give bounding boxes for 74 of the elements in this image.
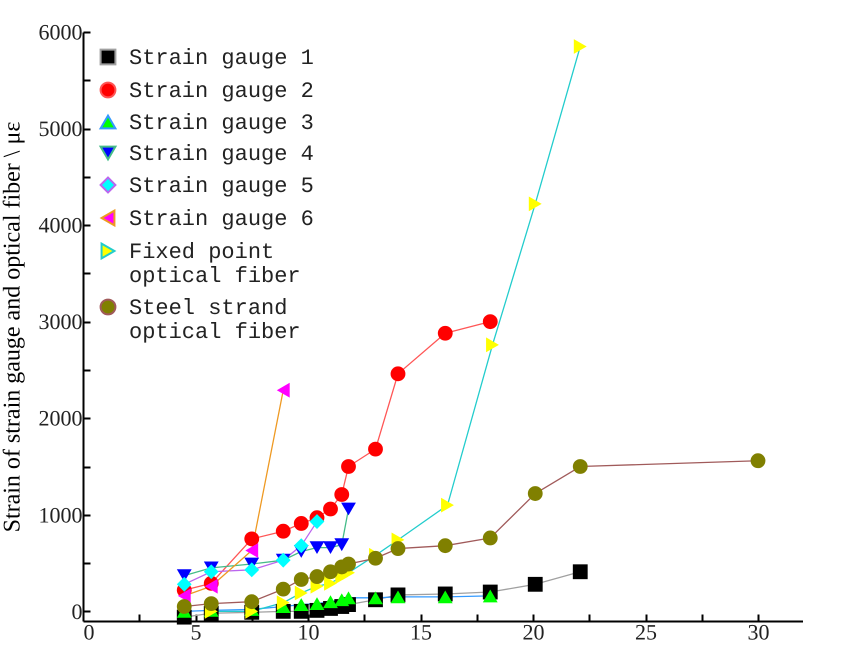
y-tick-label: 2000 — [38, 406, 82, 431]
legend-label: Strain gauge 3 — [129, 111, 314, 136]
point — [310, 569, 324, 584]
point — [204, 578, 218, 594]
point — [323, 541, 338, 554]
x-tick-label: 20 — [522, 620, 544, 644]
legend-label: Strain gauge 1 — [129, 46, 314, 71]
point — [294, 516, 309, 531]
point — [294, 586, 308, 600]
legend-label: Fixed point optical fiber — [129, 240, 301, 289]
point — [441, 498, 454, 513]
legend-label: Strain gauge 6 — [129, 207, 314, 232]
point — [482, 530, 498, 546]
point — [294, 538, 309, 554]
point — [244, 594, 260, 610]
y-tick-label: 4000 — [38, 212, 82, 238]
point — [528, 486, 543, 501]
legend-label: Strain gauge 4 — [129, 142, 314, 167]
point — [294, 572, 309, 587]
x-tick-label: 15 — [410, 620, 432, 644]
point — [528, 196, 542, 212]
point — [276, 595, 290, 610]
point — [244, 562, 260, 578]
y-tick-label: 0 — [72, 598, 82, 624]
x-tick-label: 30 — [748, 620, 770, 644]
x-tick-label: 5 — [190, 620, 202, 644]
point — [341, 459, 356, 474]
point — [310, 514, 324, 529]
y-tick-label: 6000 — [38, 20, 82, 44]
point — [276, 382, 290, 398]
point — [368, 591, 383, 604]
y-tick-label: 1000 — [38, 502, 82, 528]
point — [482, 314, 498, 330]
legend-label: Steel strand optical fiber — [129, 296, 301, 345]
point — [176, 599, 192, 614]
point — [244, 532, 260, 546]
point — [294, 598, 309, 612]
point — [390, 541, 406, 556]
point — [368, 550, 383, 566]
point — [176, 576, 192, 592]
x-tick-label: 10 — [298, 620, 320, 644]
point — [750, 453, 766, 468]
point — [323, 595, 338, 608]
y-tick-label: 3000 — [38, 309, 82, 334]
point — [438, 538, 453, 554]
point — [341, 556, 356, 572]
point — [276, 524, 291, 539]
y-axis-title: Strain of strain gauge and optical fiber \ με — [0, 122, 26, 532]
point — [310, 597, 324, 610]
point — [245, 543, 258, 558]
point — [276, 582, 291, 597]
point — [368, 442, 383, 457]
point — [574, 39, 587, 54]
point — [204, 596, 219, 612]
legend-label: Strain gauge 5 — [129, 174, 314, 199]
point — [438, 590, 453, 604]
point — [204, 564, 219, 580]
point — [486, 337, 499, 352]
point — [310, 541, 324, 554]
point — [572, 564, 588, 580]
point — [334, 487, 350, 502]
point — [390, 366, 406, 382]
point — [528, 576, 543, 592]
legend-label: Strain gauge 2 — [129, 79, 314, 104]
point — [572, 459, 588, 474]
point — [341, 502, 356, 516]
point — [323, 564, 338, 580]
point — [323, 502, 338, 516]
point — [324, 576, 337, 591]
point — [482, 589, 498, 602]
y-tick-label: 5000 — [38, 116, 82, 142]
point — [438, 326, 453, 341]
point — [334, 538, 350, 552]
x-tick-label: 25 — [635, 620, 657, 644]
